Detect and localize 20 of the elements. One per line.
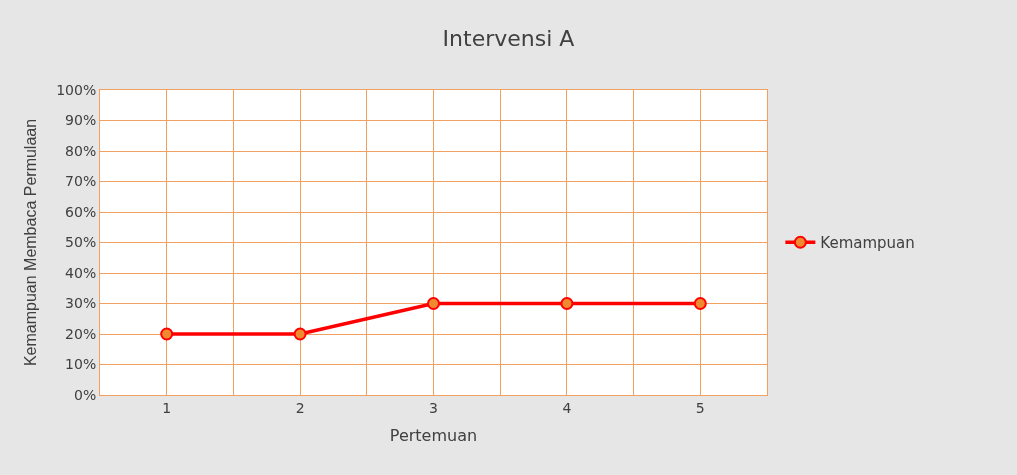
y-tick-label: 90% bbox=[65, 112, 97, 129]
x-tick-label: 4 bbox=[562, 399, 572, 416]
y-tick-label: 30% bbox=[65, 295, 97, 312]
x-tick-label: 3 bbox=[429, 399, 438, 416]
x-axis-title: Pertemuan bbox=[389, 426, 478, 446]
legend-label: Kemampuan bbox=[820, 234, 915, 253]
x-tick-label: 2 bbox=[295, 399, 305, 416]
y-tick-label: 40% bbox=[65, 264, 97, 281]
y-tick-label: 20% bbox=[65, 325, 97, 342]
y-tick-label: 60% bbox=[65, 203, 97, 220]
y-tick-label: 10% bbox=[65, 356, 97, 373]
x-tick-label: 5 bbox=[695, 399, 705, 416]
y-tick-label: 80% bbox=[65, 142, 97, 159]
y-tick-label: 70% bbox=[65, 173, 97, 190]
y-tick-label: 50% bbox=[65, 234, 97, 251]
chart-title: Intervensi A bbox=[442, 25, 575, 51]
y-axis-title: Kemampuan Membaca Permulaan bbox=[22, 118, 40, 367]
y-tick-label: 100% bbox=[56, 81, 97, 98]
x-tick-label: 1 bbox=[162, 399, 172, 416]
y-tick-label: 0% bbox=[73, 386, 97, 403]
